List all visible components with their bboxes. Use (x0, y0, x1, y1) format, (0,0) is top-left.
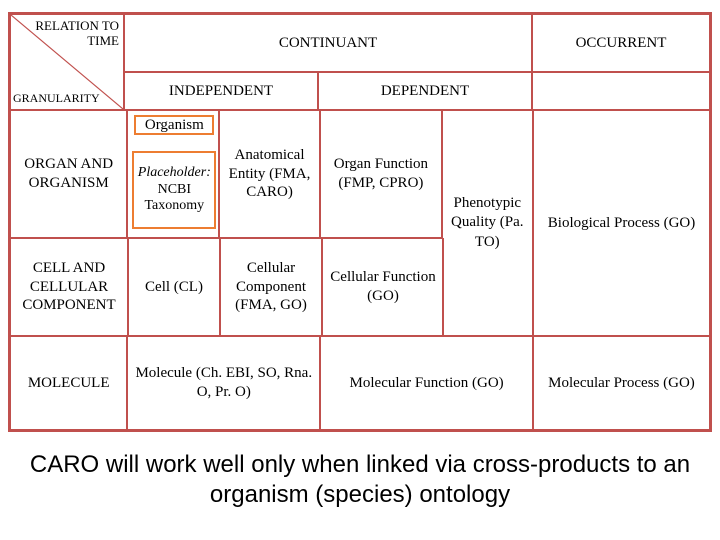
ontology-table: RELATION TO TIME GRANULARITY CONTINUANT … (8, 12, 712, 432)
granularity-label: GRANULARITY (13, 91, 100, 106)
molecule-cell: Molecule (Ch. EBI, SO, Rna. O, Pr. O) (127, 336, 320, 430)
placeholder-label: Placeholder: (138, 165, 211, 182)
cell-cl-cell: Cell (CL) (128, 238, 220, 336)
continuant-header: CONTINUANT (124, 14, 532, 72)
cellular-component-cell: Cellular Component (FMA, GO) (220, 238, 322, 336)
organism-cell: Organism Placeholder: NCBI Taxonomy (127, 110, 218, 238)
corner-cell: RELATION TO TIME GRANULARITY (10, 14, 124, 110)
placeholder-text: NCBI Taxonomy (136, 182, 212, 216)
occurrent-header: OCCURRENT (532, 14, 710, 72)
relation-to-time-label: RELATION TO TIME (15, 19, 119, 49)
bio-process-text: Biological Process (GO) (534, 111, 709, 335)
molecular-function-cell: Molecular Function (GO) (320, 336, 533, 430)
organism-highlight: Organism (134, 115, 214, 135)
row-label-organ: ORGAN AND ORGANISM (10, 110, 127, 238)
phenotypic-quality-cell: Phenotypic Quality (Pa. TO) (442, 110, 533, 336)
independent-header: INDEPENDENT (124, 72, 318, 110)
biological-process-cell: Biological Process (GO) (533, 110, 710, 336)
molecular-process-cell: Molecular Process (GO) (533, 336, 710, 430)
row-label-molecule: MOLECULE (10, 336, 127, 430)
row-label-cell: CELL AND CELLULAR COMPONENT (10, 238, 128, 336)
anatomical-entity-cell: Anatomical Entity (FMA, CARO) (219, 110, 320, 238)
placeholder-highlight: Placeholder: NCBI Taxonomy (132, 151, 216, 229)
dependent-header: DEPENDENT (318, 72, 532, 110)
cellular-function-cell: Cellular Function (GO) (322, 238, 444, 336)
caption-text: CARO will work well only when linked via… (8, 450, 712, 510)
organ-function-cell: Organ Function (FMP, CPRO) (320, 110, 441, 238)
occurrent-sub-blank (532, 72, 710, 110)
